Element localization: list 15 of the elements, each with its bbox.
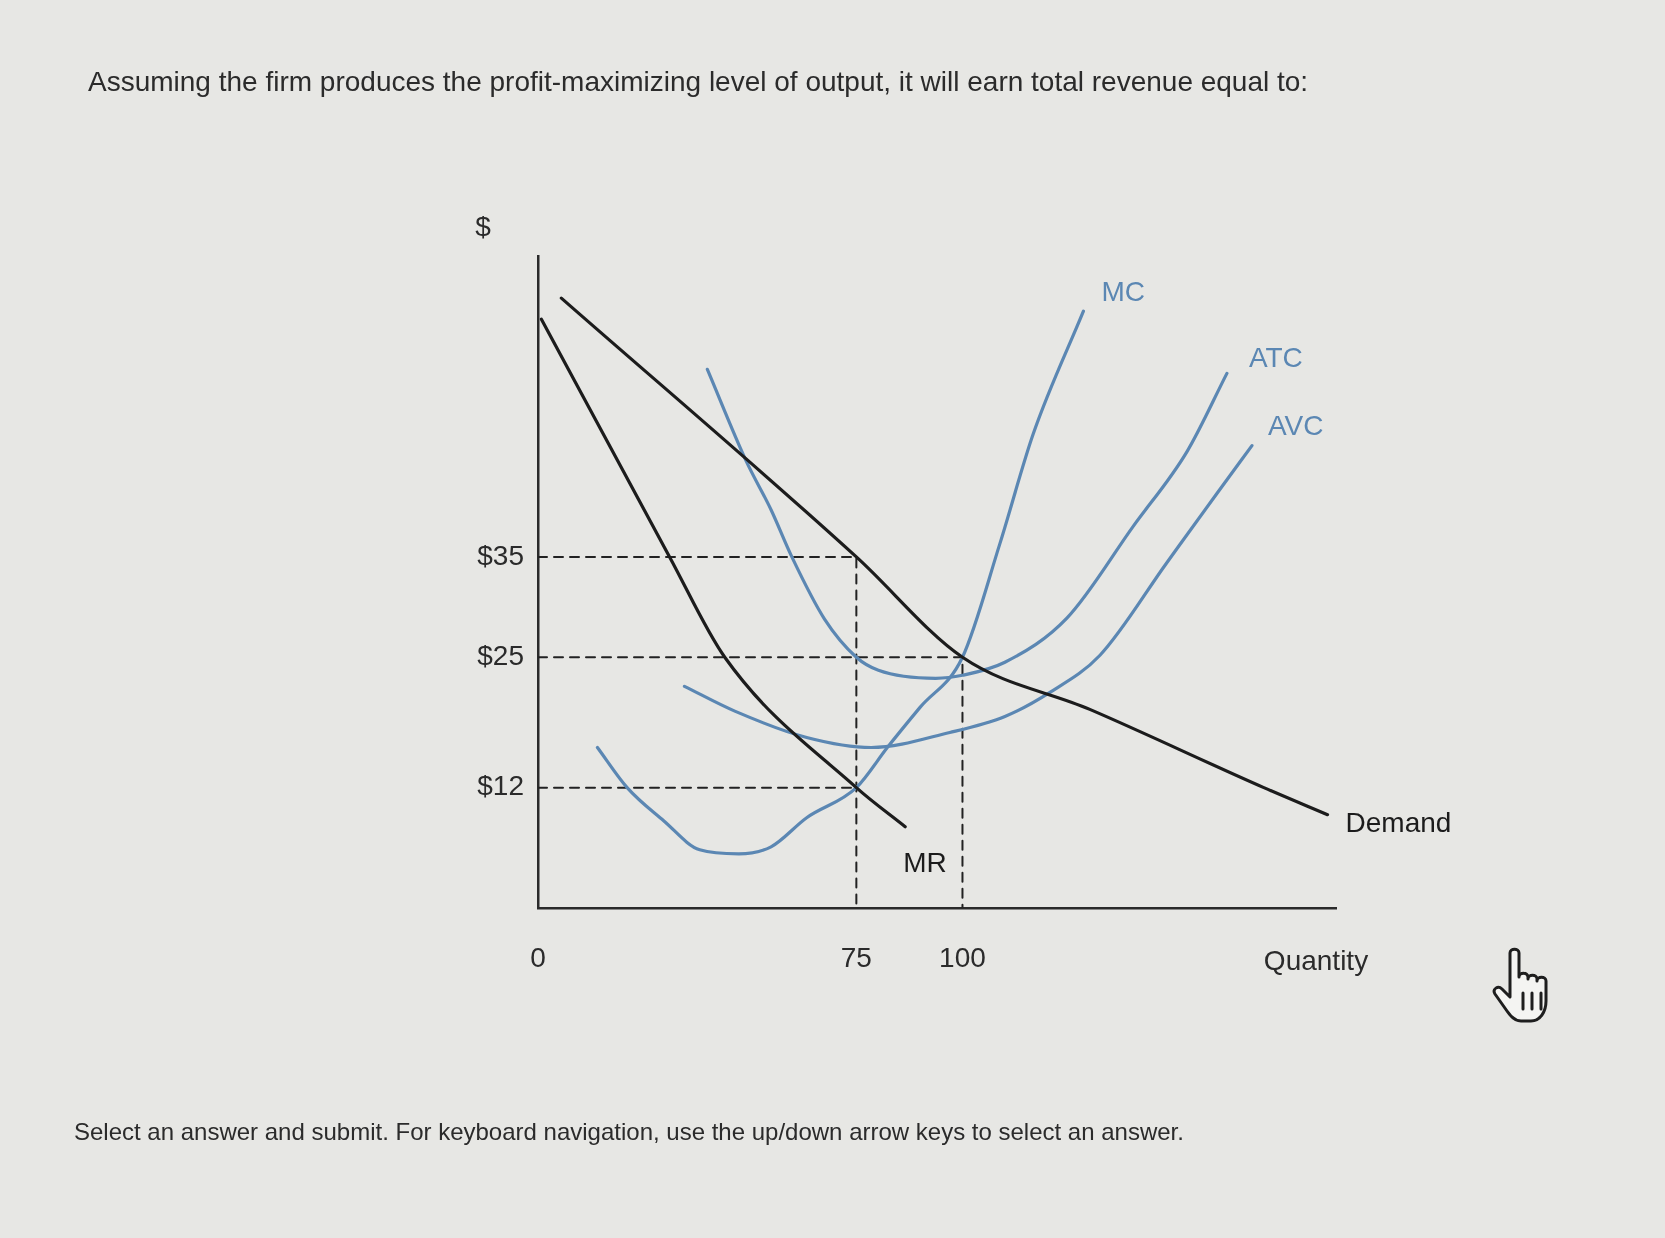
series-label: ATC [1248, 342, 1303, 374]
x-axis-title: Quantity [1263, 944, 1369, 976]
x-tick-label: 75 [840, 941, 872, 973]
series-label: Demand [1345, 807, 1452, 839]
y-tick-label: $35 [477, 539, 524, 571]
x-tick-label: 0 [530, 941, 546, 973]
chart-title: Assuming the firm produces the profit-maximizing level of output, it will earn total revenue equal to: [88, 66, 1309, 98]
y-tick-label: $25 [477, 639, 524, 671]
text: Select an answer and submit. For keyboard navigation, use the up/down arrow keys to select an answer. [74, 1118, 1184, 1146]
series-label: MR [903, 847, 947, 879]
y-tick-label: $12 [477, 770, 524, 802]
series-label: AVC [1267, 410, 1324, 442]
y-axis-title: $ [475, 210, 492, 242]
x-tick-label: 100 [939, 941, 986, 973]
series-label: MC [1101, 275, 1145, 307]
